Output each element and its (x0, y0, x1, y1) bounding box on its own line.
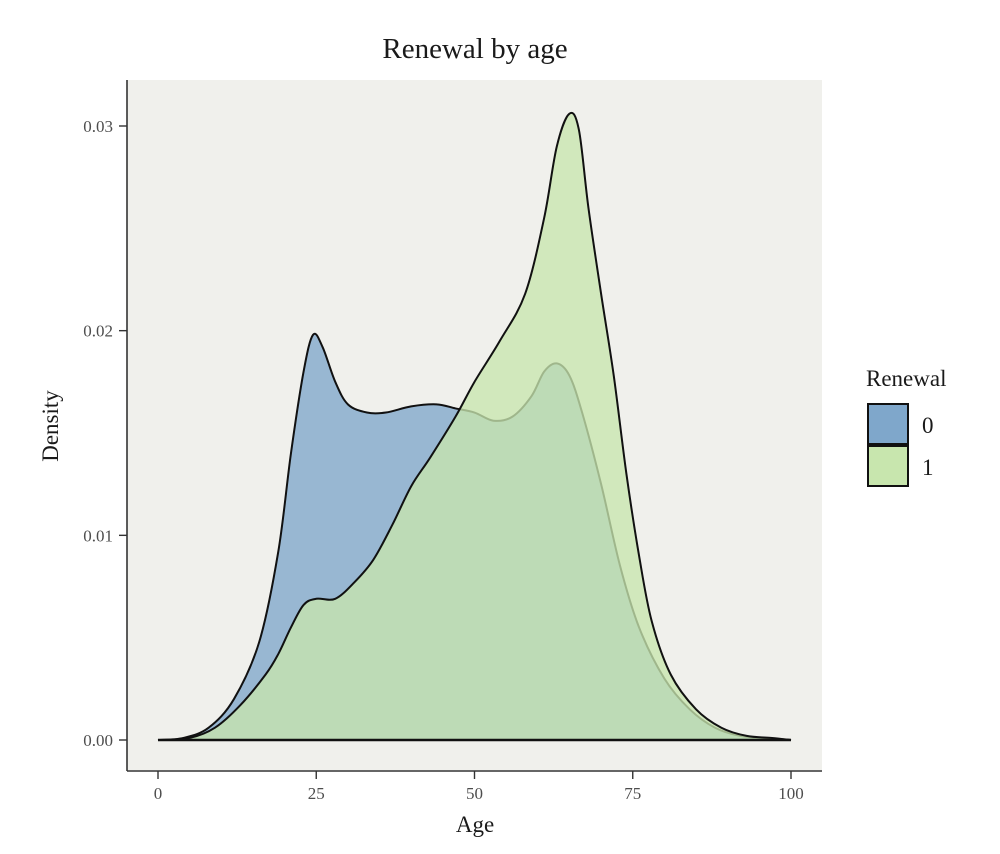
legend-swatch-1 (867, 445, 909, 487)
x-tick-label: 100 (778, 784, 804, 803)
legend: Renewal 0 1 (866, 366, 946, 487)
y-axis-ticks: 0.00 0.01 0.02 0.03 (83, 117, 127, 750)
x-tick-label: 0 (154, 784, 163, 803)
x-axis-title: Age (456, 812, 494, 837)
y-tick-label: 0.03 (83, 117, 113, 136)
y-tick-label: 0.01 (83, 526, 113, 545)
x-tick-label: 75 (624, 784, 641, 803)
density-area-1 (158, 112, 791, 740)
density-areas (157, 111, 792, 742)
y-axis-title: Density (38, 390, 63, 462)
legend-label-1: 1 (922, 455, 934, 480)
legend-swatch-0 (867, 403, 909, 445)
x-tick-label: 25 (308, 784, 325, 803)
legend-title: Renewal (866, 366, 946, 391)
density-series-1 (157, 111, 792, 741)
density-line-1 (157, 111, 792, 741)
x-axis-ticks: 0 25 50 75 100 (154, 771, 804, 803)
y-tick-label: 0.00 (83, 731, 113, 750)
y-tick-label: 0.02 (83, 322, 113, 341)
chart-title: Renewal by age (382, 33, 567, 65)
legend-label-0: 0 (922, 413, 934, 438)
x-tick-label: 50 (466, 784, 483, 803)
